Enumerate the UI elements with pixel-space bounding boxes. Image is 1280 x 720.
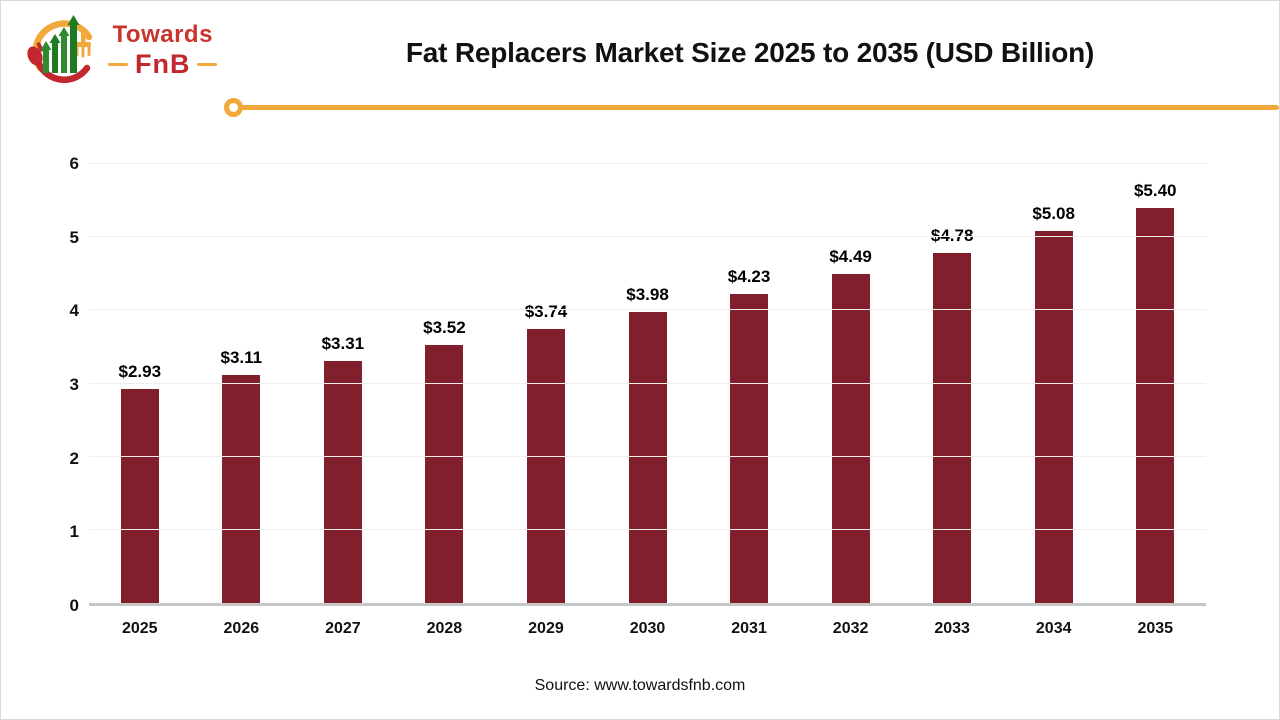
x-axis-tick-label: 2027 xyxy=(325,620,361,637)
gridline xyxy=(89,236,1206,238)
bar-value-label: $3.98 xyxy=(626,284,669,304)
gridline xyxy=(89,309,1206,311)
logo-brand-line1: Towards xyxy=(112,20,213,48)
y-axis: 0 1 2 3 4 5 6 xyxy=(31,154,79,615)
x-axis-tick-label: 2033 xyxy=(934,620,970,637)
bar-column-2029: $3.74 xyxy=(495,164,597,603)
x-axis-tick-label: 2032 xyxy=(832,620,869,637)
logo-wordmark: Towards FnB xyxy=(108,20,218,79)
bar-value-label: $3.31 xyxy=(321,333,365,353)
bar-column-2031: $4.23 xyxy=(698,164,800,603)
bar-chart-arrows-icon xyxy=(40,15,80,73)
gridline xyxy=(89,455,1206,457)
bar-column-2028: $3.52 xyxy=(394,164,496,603)
bar-2029 xyxy=(526,329,565,603)
bar-column-2035: $5.40 xyxy=(1104,164,1206,603)
logo-dash-right xyxy=(197,62,218,66)
bar-2034 xyxy=(1034,231,1073,603)
bar-2030 xyxy=(628,311,667,603)
logo-brand-line2: FnB xyxy=(135,48,191,79)
gridline xyxy=(89,382,1206,384)
y-axis-tick-label: 3 xyxy=(69,375,79,394)
bar-2032 xyxy=(831,274,870,603)
bars-container: $2.93 $3.11 $3.31 $3.52 $3.74 $3.98 $4.23 $4.49… xyxy=(89,164,1206,603)
chart-title: Fat Replacers Market Size 2025 to 2035 (… xyxy=(405,37,1095,68)
bar-value-label: $4.23 xyxy=(727,266,771,286)
gridline xyxy=(89,528,1206,530)
y-axis-tick-label: 4 xyxy=(69,301,79,321)
accent-divider-line xyxy=(241,105,1279,110)
bar-2035 xyxy=(1136,207,1175,603)
bar-column-2025: $2.93 xyxy=(89,164,191,603)
bar-value-label: $2.93 xyxy=(118,361,162,381)
bar-column-2034: $5.08 xyxy=(1003,164,1105,603)
bar-value-label: $3.11 xyxy=(220,348,263,368)
logo-arc-red xyxy=(35,60,91,83)
bar-column-2030: $3.98 xyxy=(597,164,699,603)
y-axis-tick-label: 1 xyxy=(69,522,79,542)
bar-2028 xyxy=(425,345,464,603)
plot-area: $2.93 $3.11 $3.31 $3.52 $3.74 $3.98 $4.23 $4.49… xyxy=(89,163,1206,606)
y-axis-tick-label: 2 xyxy=(69,448,79,468)
x-axis-tick-label: 2030 xyxy=(629,620,666,637)
bar-column-2032: $4.49 xyxy=(800,164,902,603)
bar-2026 xyxy=(222,375,261,603)
bar-2027 xyxy=(323,360,362,603)
towardsfnb-logo: Towards FnB xyxy=(26,15,218,85)
x-axis: 2025 2026 2027 2028 2029 2030 2031 2032 2033 2034… xyxy=(89,620,1206,638)
bar-column-2027: $3.31 xyxy=(292,164,394,603)
x-axis-tick-label: 2031 xyxy=(731,620,767,637)
x-axis-tick-label: 2029 xyxy=(528,620,564,637)
bar-value-label: $4.49 xyxy=(829,247,872,267)
x-axis-tick-label: 2025 xyxy=(121,620,158,637)
y-axis-tick-label: 5 xyxy=(69,227,79,247)
gridline xyxy=(89,163,1206,164)
bar-value-label: $5.40 xyxy=(1133,180,1177,200)
divider-ring-icon xyxy=(224,98,243,117)
bar-column-2033: $4.78 xyxy=(901,164,1003,603)
x-axis-tick-label: 2035 xyxy=(1137,620,1174,637)
fork-icon xyxy=(75,28,91,58)
bar-2033 xyxy=(933,253,972,603)
y-axis-tick-label: 0 xyxy=(69,596,79,615)
y-axis-tick-label: 6 xyxy=(69,154,79,173)
bar-value-label: $5.08 xyxy=(1032,204,1075,224)
bar-2025 xyxy=(120,388,159,603)
bar-value-label: $4.78 xyxy=(930,226,974,246)
source-note: Source: www.towardsfnb.com xyxy=(534,677,746,694)
bar-value-label: $3.52 xyxy=(423,318,466,338)
towardsfnb-logo-mark-icon xyxy=(27,15,93,83)
bar-column-2026: $3.11 xyxy=(191,164,293,603)
x-axis-tick-label: 2026 xyxy=(223,620,260,637)
logo-dash-left xyxy=(108,62,128,66)
x-axis-tick-label: 2028 xyxy=(426,620,463,637)
bar-value-label: $3.74 xyxy=(524,302,568,322)
bar-2031 xyxy=(730,293,769,603)
x-axis-tick-label: 2034 xyxy=(1035,620,1072,637)
